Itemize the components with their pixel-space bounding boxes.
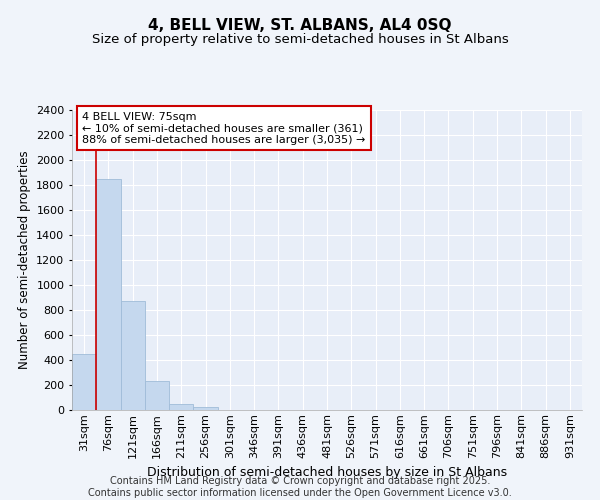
Text: Size of property relative to semi-detached houses in St Albans: Size of property relative to semi-detach… xyxy=(92,32,508,46)
X-axis label: Distribution of semi-detached houses by size in St Albans: Distribution of semi-detached houses by … xyxy=(147,466,507,479)
Text: 4, BELL VIEW, ST. ALBANS, AL4 0SQ: 4, BELL VIEW, ST. ALBANS, AL4 0SQ xyxy=(148,18,452,32)
Bar xyxy=(96,179,121,410)
Text: Contains HM Land Registry data © Crown copyright and database right 2025.
Contai: Contains HM Land Registry data © Crown c… xyxy=(88,476,512,498)
Bar xyxy=(193,407,218,410)
Bar xyxy=(169,404,193,410)
Bar xyxy=(72,354,96,410)
Y-axis label: Number of semi-detached properties: Number of semi-detached properties xyxy=(17,150,31,370)
Text: 4 BELL VIEW: 75sqm
← 10% of semi-detached houses are smaller (361)
88% of semi-d: 4 BELL VIEW: 75sqm ← 10% of semi-detache… xyxy=(82,112,365,144)
Bar xyxy=(145,380,169,410)
Bar xyxy=(121,301,145,410)
